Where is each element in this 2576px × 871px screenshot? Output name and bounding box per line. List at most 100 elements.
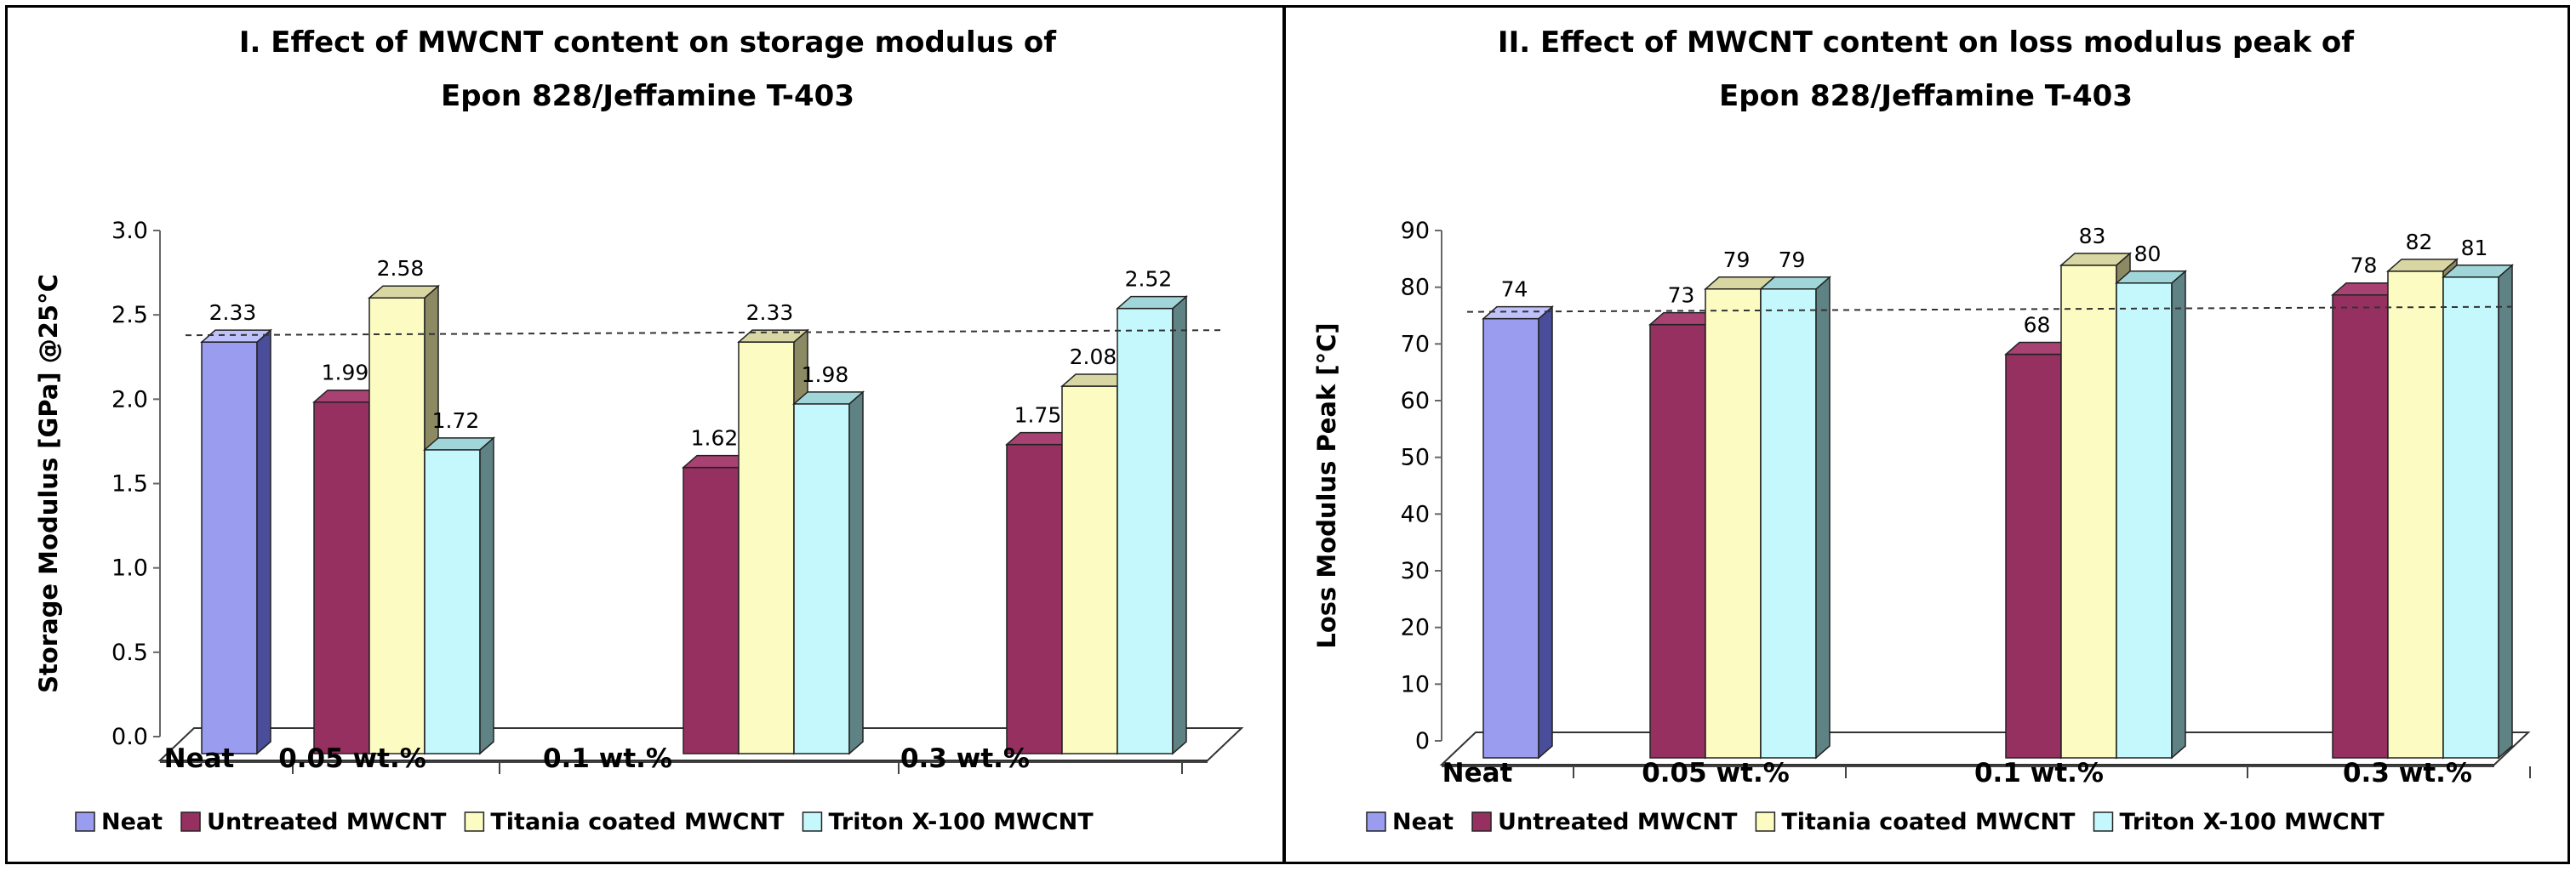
x-category-label: 0.3 wt.%	[900, 743, 1030, 774]
bar-value-label: 82	[2406, 230, 2433, 254]
bar-neat-front	[1482, 317, 1539, 759]
y-tick-label: 50	[1401, 445, 1430, 471]
x-category-label: 0.1 wt.%	[543, 743, 672, 774]
bar-titania-coated-mwcnt-top	[2386, 259, 2459, 272]
y-tick-label: 0	[1415, 728, 1430, 754]
panel-loss-modulus: II. Effect of MWCNT content on loss modu…	[1283, 5, 2570, 864]
legend-swatch-untreated-mwcnt	[1471, 811, 1492, 832]
bar-value-label: 74	[1501, 277, 1528, 302]
bar-triton-x-100-mwcnt-side	[2498, 264, 2513, 760]
legend-swatch-titania-coated-mwcnt	[464, 811, 485, 832]
bar-titania-coated-mwcnt-front	[738, 341, 795, 754]
bar-value-label: 80	[2134, 242, 2162, 266]
bar-value-label: 1.62	[691, 426, 739, 451]
chart-title-line: Epon 828/Jeffamine T-403	[441, 79, 854, 113]
bar-triton-x-100-mwcnt-front	[424, 449, 481, 754]
y-tick-label: 2.5	[111, 302, 148, 328]
bar-untreated-mwcnt-front	[2332, 293, 2389, 759]
y-axis-label: Loss Modulus Peak [°C]	[1312, 322, 1341, 648]
bar-titania-coated-mwcnt-front	[1705, 288, 1762, 759]
bar-value-label: 1.98	[802, 362, 849, 387]
bar-titania-coated-mwcnt-front	[1061, 385, 1118, 754]
legend-swatch-triton-x-100-mwcnt	[802, 811, 823, 832]
bar-neat-side	[256, 328, 271, 755]
y-axis-label: Storage Modulus [GPa] @25°C	[34, 274, 63, 693]
bar-triton-x-100-mwcnt-side	[848, 390, 864, 755]
y-tick-label: 70	[1401, 331, 1430, 357]
bar-triton-x-100-mwcnt-top	[792, 391, 865, 405]
y-tick-label: 30	[1401, 558, 1430, 584]
legend-swatch-triton-x-100-mwcnt	[2093, 811, 2114, 832]
bar-value-label: 73	[1668, 283, 1695, 308]
y-tick-label: 20	[1401, 615, 1430, 641]
y-tick-label: 0.0	[111, 724, 148, 750]
bar-value-label: 2.33	[746, 300, 794, 325]
y-tick-label: 60	[1401, 388, 1430, 414]
x-category-label: 0.05 wt.%	[278, 743, 426, 774]
bar-value-label: 1.75	[1014, 403, 1062, 428]
x-category-label: Neat	[164, 743, 235, 774]
y-tick-label: 2.0	[111, 386, 148, 413]
bar-triton-x-100-mwcnt-top	[1116, 295, 1188, 310]
chart-title-line: Epon 828/Jeffamine T-403	[1719, 79, 2133, 113]
chart-title-line: II. Effect of MWCNT content on loss modu…	[1498, 26, 2355, 60]
y-tick-label: 90	[1401, 218, 1430, 244]
bar-titania-coated-mwcnt-top	[737, 329, 809, 343]
bar-value-label: 1.99	[322, 361, 369, 385]
x-category-label: Neat	[1442, 758, 1513, 788]
bar-value-label: 79	[1779, 248, 1806, 272]
loss-modulus-chart: II. Effect of MWCNT content on loss modu…	[1312, 26, 2531, 835]
bar-untreated-mwcnt-front	[2005, 353, 2062, 759]
bar-titania-coated-mwcnt-top	[2059, 253, 2132, 266]
bar-untreated-mwcnt-front	[1649, 323, 1706, 759]
bar-titania-coated-mwcnt-front	[368, 297, 426, 754]
legend-label-triton-x-100-mwcnt: Triton X-100 MWCNT	[828, 809, 1094, 835]
bar-triton-x-100-mwcnt-side	[2171, 270, 2186, 760]
y-tick-label: 1.0	[111, 555, 148, 582]
bar-triton-x-100-mwcnt-top	[2115, 270, 2187, 284]
bar-untreated-mwcnt-front	[1006, 443, 1063, 754]
reference-dashed-line	[1466, 305, 2512, 313]
legend-label-neat: Neat	[101, 809, 163, 835]
bar-value-label: 79	[1723, 248, 1751, 272]
bar-neat-front	[201, 341, 258, 754]
bar-value-label: 2.08	[1070, 344, 1117, 369]
x-category-label: 0.1 wt.%	[1974, 758, 2104, 788]
reference-dashed-line	[185, 329, 1225, 337]
y-tick-label: 0.5	[111, 640, 148, 666]
legend-swatch-neat	[1366, 811, 1386, 832]
bar-titania-coated-mwcnt-top	[368, 285, 440, 299]
bar-triton-x-100-mwcnt-side	[1172, 295, 1187, 755]
bar-triton-x-100-mwcnt-front	[2442, 276, 2499, 759]
x-category-label: 0.3 wt.%	[2343, 758, 2472, 788]
bar-value-label: 81	[2461, 236, 2488, 260]
legend-label-untreated-mwcnt: Untreated MWCNT	[207, 809, 447, 835]
bar-triton-x-100-mwcnt-side	[479, 436, 494, 755]
bar-triton-x-100-mwcnt-front	[1760, 288, 1817, 759]
bar-value-label: 2.52	[1125, 267, 1173, 292]
bar-triton-x-100-mwcnt-top	[423, 437, 495, 451]
bar-titania-coated-mwcnt-front	[2387, 270, 2444, 759]
legend-label-titania-coated-mwcnt: Titania coated MWCNT	[1781, 809, 2076, 835]
y-tick-label: 1.5	[111, 471, 148, 498]
bar-untreated-mwcnt-front	[683, 466, 740, 754]
bar-untreated-mwcnt-front	[313, 401, 370, 754]
chart-title-line: I. Effect of MWCNT content on storage mo…	[239, 26, 1057, 60]
legend-swatch-neat	[75, 811, 95, 832]
bar-value-label: 78	[2350, 253, 2378, 278]
y-tick-label: 3.0	[111, 218, 148, 244]
bar-value-label: 1.72	[432, 408, 480, 433]
legend-label-neat: Neat	[1392, 809, 1454, 835]
y-tick-label: 40	[1401, 501, 1430, 527]
panel-storage-modulus: I. Effect of MWCNT content on storage mo…	[5, 5, 1285, 864]
bar-triton-x-100-mwcnt-top	[1759, 276, 1831, 290]
bar-triton-x-100-mwcnt-top	[2442, 265, 2514, 278]
storage-modulus-chart: I. Effect of MWCNT content on storage mo…	[34, 26, 1244, 835]
bar-titania-coated-mwcnt-front	[2060, 265, 2117, 759]
x-category-label: 0.05 wt.%	[1642, 758, 1790, 788]
y-tick-label: 10	[1401, 671, 1430, 697]
bar-triton-x-100-mwcnt-front	[2116, 282, 2173, 759]
bar-triton-x-100-mwcnt-side	[1815, 276, 1831, 760]
bar-value-label: 2.33	[209, 300, 257, 325]
legend-swatch-untreated-mwcnt	[180, 811, 201, 832]
